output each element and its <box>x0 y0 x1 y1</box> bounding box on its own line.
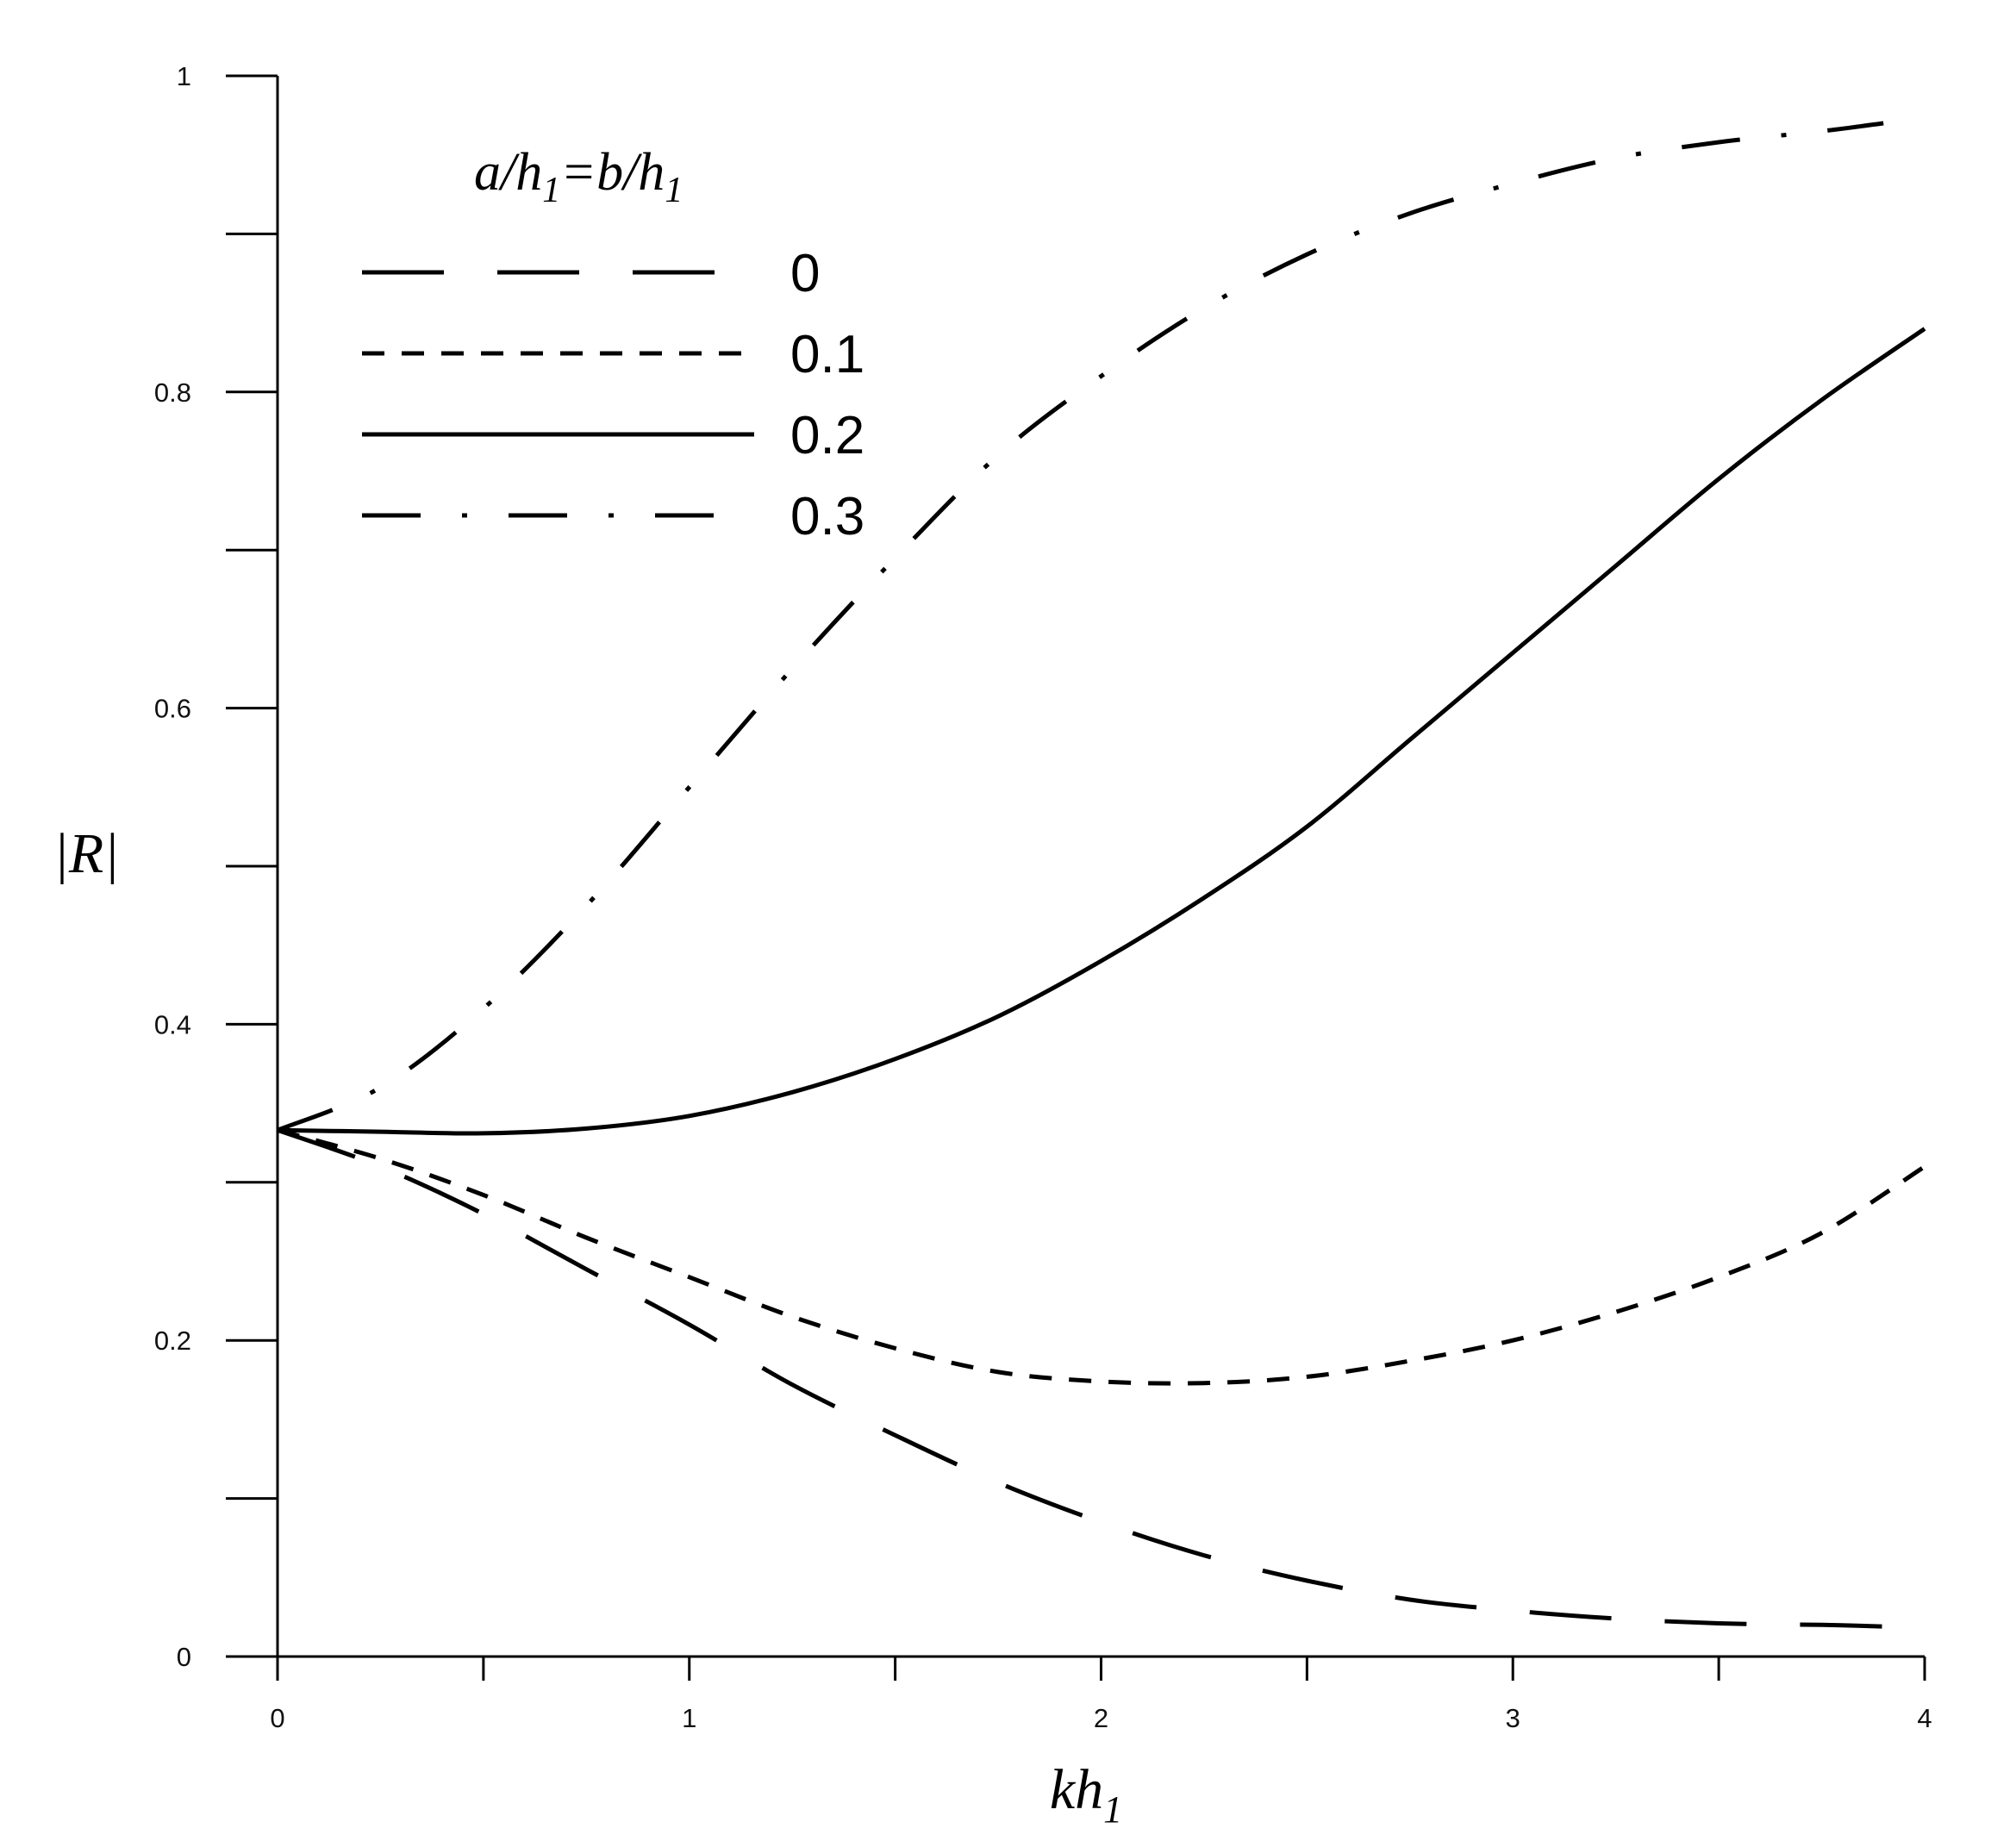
x-tick-label: 4 <box>1917 1703 1932 1733</box>
y-tick-label: 1 <box>177 61 191 91</box>
x-axis-title-main: kh <box>1050 1758 1103 1821</box>
legend-title: a/h1=b/h1 <box>474 143 683 210</box>
x-tick-label: 1 <box>682 1703 696 1733</box>
legend: a/h1=b/h1 00.10.20.3 <box>362 143 864 546</box>
x-axis-title-sub: 1 <box>1103 1788 1122 1831</box>
series-line-1 <box>277 1127 1926 1386</box>
legend-label-2: 0.2 <box>790 406 864 465</box>
x-tick-label: 3 <box>1506 1703 1520 1733</box>
legend-title-part1: a/h <box>474 143 542 202</box>
y-tick-label: 0.2 <box>154 1326 191 1356</box>
y-tick-label: 0.8 <box>154 378 191 408</box>
legend-entries: 0 0.1 0.2 0.3 <box>362 244 864 546</box>
x-tick-label: 2 <box>1094 1703 1108 1733</box>
legend-title-sub1: 1 <box>542 171 560 210</box>
y-axis-title: |R| <box>53 822 120 885</box>
legend-label-0: 0 <box>790 244 820 303</box>
x-axis-title: kh1 <box>1050 1758 1122 1831</box>
series-line-3 <box>277 121 1884 1133</box>
axes: 0 1 2 3 4 0 0.2 0.4 0.6 0.8 1 <box>154 61 1932 1733</box>
legend-title-part2: =b/h <box>560 143 665 202</box>
series-line-0 <box>277 1127 1884 1629</box>
series-line-2 <box>277 327 1926 1136</box>
x-tick-label: 0 <box>270 1703 284 1733</box>
legend-title-sub2: 1 <box>665 171 683 210</box>
y-tick-label: 0 <box>177 1642 191 1672</box>
legend-label-1: 0.1 <box>790 325 864 384</box>
series-layer <box>277 121 1926 1629</box>
y-tick-label: 0.4 <box>154 1009 191 1039</box>
legend-label-3: 0.3 <box>790 487 864 546</box>
y-tick-label: 0.6 <box>154 694 191 724</box>
